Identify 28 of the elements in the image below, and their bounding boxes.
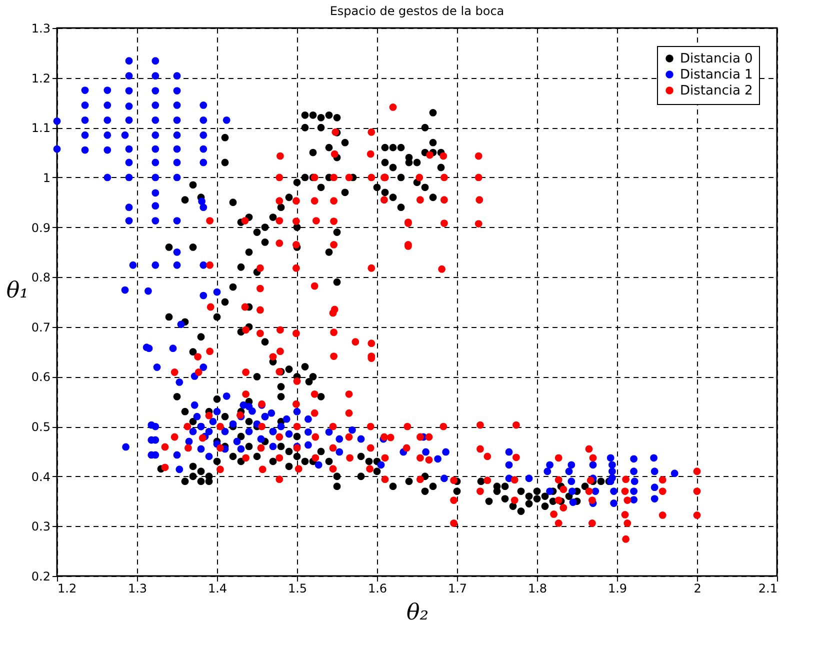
x-tick-label: 1.6 xyxy=(368,582,388,596)
legend-label: Distancia 2 xyxy=(680,84,753,98)
x-tick-label: 2.1 xyxy=(758,582,778,596)
y-axis-title: θ₁ xyxy=(6,278,28,304)
y-tick-label: 1.2 xyxy=(31,71,50,86)
y-tick-label: 0.5 xyxy=(31,420,50,434)
x-tick-label: 1.3 xyxy=(128,582,148,596)
x-tick-label: 1.7 xyxy=(448,582,468,596)
y-tick-label: 1.3 xyxy=(31,22,50,36)
chart-title: Espacio de gestos de la boca xyxy=(330,4,504,18)
y-tick-label: 0.3 xyxy=(31,520,50,534)
y-tick-label: 1.1 xyxy=(31,121,50,136)
y-tick-label: 0.8 xyxy=(31,270,50,285)
y-tick-label: 0.4 xyxy=(31,470,50,484)
x-tick-label: 1.5 xyxy=(288,582,308,596)
x-tick-label: 2 xyxy=(694,582,702,596)
x-tick-label: 1.4 xyxy=(208,582,228,596)
x-tick-label: 1.2 xyxy=(58,582,77,596)
y-tick-label: 0.9 xyxy=(31,220,50,235)
legend-label: Distancia 1 xyxy=(680,68,753,82)
x-tick-label: 1.9 xyxy=(608,582,628,596)
x-tick-label: 1.8 xyxy=(528,582,548,596)
legend-label: Distancia 0 xyxy=(680,52,753,66)
y-tick-label: 0.2 xyxy=(31,570,50,584)
y-tick-label: 0.7 xyxy=(31,320,50,334)
x-axis-title: θ₂ xyxy=(406,600,429,626)
y-tick-label: 0.6 xyxy=(31,370,50,384)
y-tick-label: 1 xyxy=(42,170,50,185)
